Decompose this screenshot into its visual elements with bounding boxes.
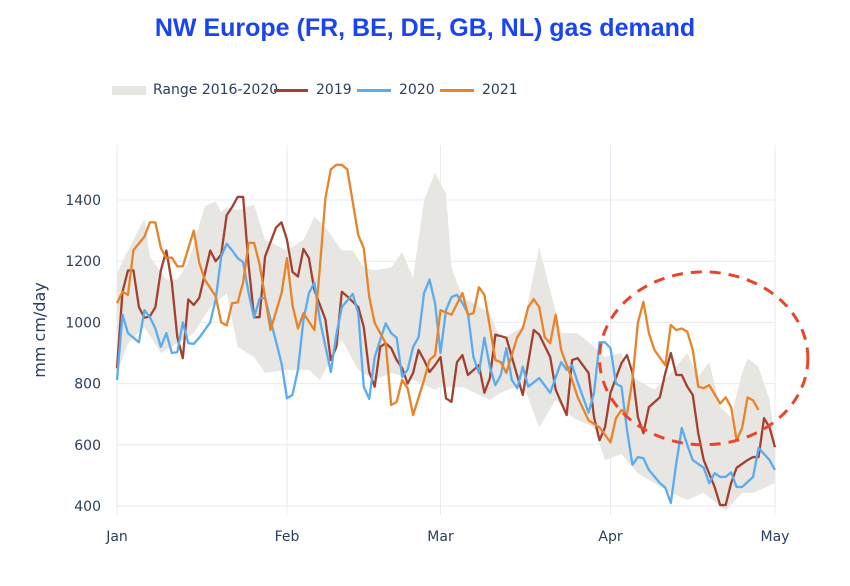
dashed-ellipse-annotation [598,270,810,447]
legend-swatch-2019 [274,88,308,92]
series-line-2021 [115,163,760,444]
x-tick-label: May [761,529,790,545]
legend-item-2020[interactable]: 2020 [357,80,435,100]
range-band-area [117,172,775,511]
y-tick-label: 1200 [65,254,101,270]
y-tick-label: 800 [74,377,101,393]
y-axis-title: mm cm/day [30,282,49,377]
x-tick-label: Mar [427,529,454,545]
legend-label-2021: 2021 [482,82,518,98]
series-lines [115,163,777,507]
axis-ticks: 400 600 800 1000 1200 1400 Jan Feb Mar Apr May [65,193,789,545]
range-band [117,172,775,511]
legend-swatch-2020 [357,88,391,92]
y-tick-label: 600 [74,438,101,454]
legend-swatch-2021 [440,88,474,92]
legend-item-range[interactable]: Range 2016-2020 [112,80,278,100]
legend-item-2021[interactable]: 2021 [440,80,518,100]
legend-label-2019: 2019 [316,82,352,98]
legend-label-2020: 2020 [399,82,435,98]
x-tick-label: Jan [105,529,128,545]
legend-swatch-range [112,85,146,95]
y-tick-label: 1000 [65,315,101,331]
annotations [598,270,810,447]
series-line-2020 [115,242,777,505]
y-tick-label: 1400 [65,193,101,209]
x-tick-label: Feb [275,529,300,545]
y-tick-label: 400 [74,499,101,515]
x-tick-label: Apr [598,529,622,545]
legend-item-2019[interactable]: 2019 [274,80,352,100]
chart-title: NW Europe (FR, BE, DE, GB, NL) gas deman… [154,14,696,42]
legend-label-range: Range 2016-2020 [153,82,279,98]
